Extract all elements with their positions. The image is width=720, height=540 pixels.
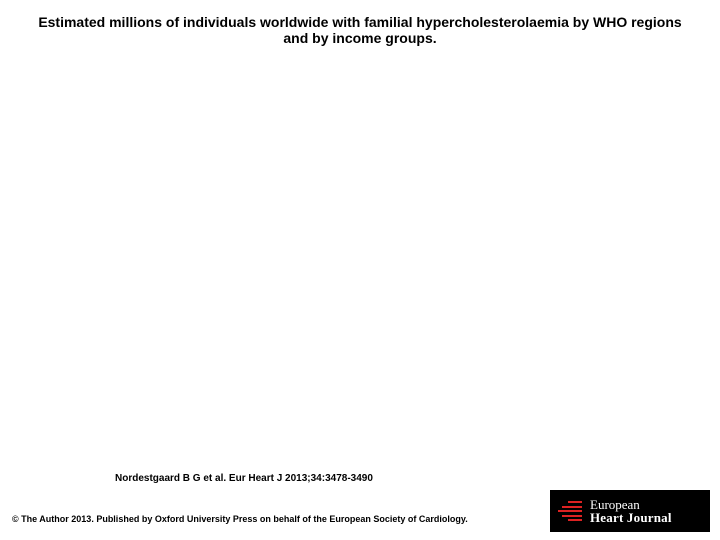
slide-title: Estimated millions of individuals worldw… xyxy=(30,14,690,46)
slide-page: Estimated millions of individuals worldw… xyxy=(0,0,720,540)
heart-lines-icon xyxy=(558,501,582,521)
logo-line-icon xyxy=(568,519,582,521)
logo-line-icon xyxy=(562,506,582,508)
journal-logo: European Heart Journal xyxy=(550,490,710,532)
citation-text: Nordestgaard B G et al. Eur Heart J 2013… xyxy=(115,473,373,484)
logo-line-icon xyxy=(562,515,582,517)
logo-line-icon xyxy=(568,501,582,503)
copyright-text: © The Author 2013. Published by Oxford U… xyxy=(12,514,510,524)
logo-line-icon xyxy=(558,510,582,512)
logo-text-line2: Heart Journal xyxy=(590,511,672,524)
logo-text: European Heart Journal xyxy=(590,498,672,524)
